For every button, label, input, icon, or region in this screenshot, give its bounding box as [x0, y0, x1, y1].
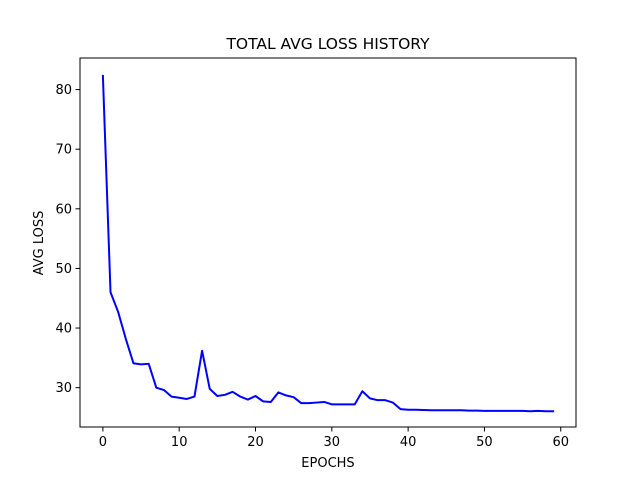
y-tick-label: 80 [55, 83, 72, 98]
loss-series-line-0 [101, 74, 555, 413]
x-tick-label: 30 [324, 435, 341, 450]
x-tick-label: 60 [552, 435, 569, 450]
plot-area: 0 10 20 30 40 50 60 30 40 50 60 70 80 [55, 57, 577, 450]
y-tick-label: 30 [55, 381, 72, 396]
x-tick-label: 40 [400, 435, 417, 450]
y-axis-title: AVG LOSS [32, 211, 47, 276]
x-tick-label: 10 [171, 435, 188, 450]
x-axis-title: EPOCHS [301, 456, 354, 471]
chart-title: TOTAL AVG LOSS HISTORY [225, 35, 430, 53]
y-tick-label: 40 [55, 322, 72, 337]
x-tick-label: 50 [476, 435, 493, 450]
y-tick-label: 60 [55, 202, 72, 217]
y-tick-label: 50 [55, 262, 72, 277]
y-tick-label: 70 [55, 143, 72, 158]
x-tick-label: 20 [247, 435, 264, 450]
x-tick-label: 0 [99, 435, 107, 450]
axes-frame [79, 57, 577, 428]
